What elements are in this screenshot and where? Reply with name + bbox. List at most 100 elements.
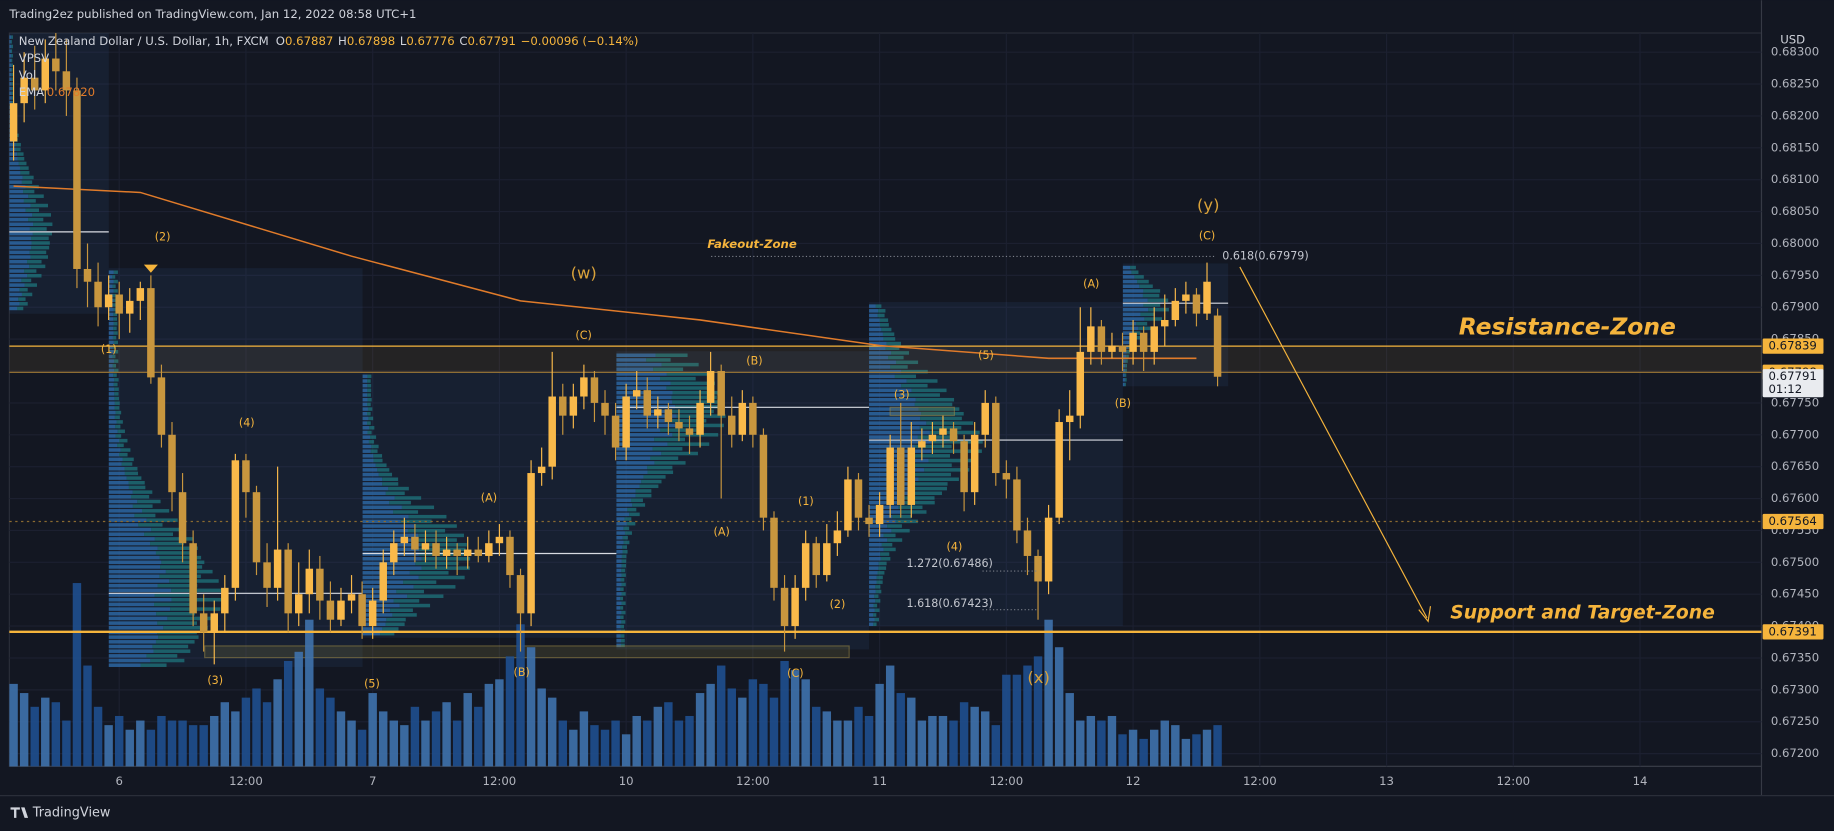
profile-bar: [616, 550, 623, 554]
profile-bar: [117, 429, 125, 434]
profile-bar: [114, 359, 119, 363]
volume-bar: [389, 720, 399, 767]
candle-body: [136, 288, 145, 301]
y-tick-label: 0.68150: [1771, 140, 1819, 154]
profile-bar: [616, 442, 668, 446]
volume-bar: [706, 683, 715, 767]
indicator-name: Vol: [19, 68, 37, 82]
candle-body: [30, 77, 39, 91]
candle-body: [675, 422, 683, 429]
box: [889, 406, 956, 417]
profile-bar: [408, 514, 447, 519]
profile-bar: [113, 326, 117, 331]
profile-bar: [159, 555, 202, 560]
profile-bar: [154, 537, 193, 541]
profile-bar: [108, 359, 115, 363]
volume-bar: [695, 693, 705, 767]
candle-body: [273, 549, 282, 588]
profile-bar: [882, 332, 895, 336]
change: −0.00096 (−0.14%): [521, 34, 639, 48]
volume-bar: [431, 711, 441, 767]
indicator-name: VPSV: [19, 51, 49, 65]
profile-bar: [22, 175, 34, 180]
profile-bar: [24, 283, 37, 287]
wave-label: (4): [239, 417, 255, 430]
volume-bar: [51, 702, 61, 767]
profile-bar: [620, 624, 625, 629]
profile-bar: [900, 510, 927, 514]
profile-bar: [108, 326, 114, 331]
volume-bar: [1086, 715, 1096, 767]
profile-bar: [370, 449, 378, 453]
profile-bar: [616, 559, 622, 563]
candle-body: [231, 460, 240, 588]
profile-bar: [128, 481, 145, 485]
profile-bar: [138, 523, 163, 527]
profile-bar: [620, 634, 625, 638]
pivot-marker: [143, 264, 158, 273]
profile-bar: [1122, 279, 1138, 284]
profile-bar: [108, 279, 114, 284]
profile-bar: [362, 454, 374, 458]
profile-bar: [877, 571, 885, 575]
profile-bar: [1122, 303, 1144, 307]
profile-bar: [635, 489, 652, 493]
profile-bar: [1122, 335, 1133, 340]
profile-bar: [869, 505, 899, 510]
profile-bar: [869, 393, 909, 397]
profile-bar: [1122, 382, 1125, 387]
profile-bar: [620, 606, 624, 610]
candle-body: [918, 441, 926, 448]
profile-bar: [9, 147, 16, 152]
profile-bar: [931, 440, 983, 444]
profile-bar: [9, 63, 12, 67]
profile-bar: [616, 409, 670, 414]
profile-bar: [880, 557, 891, 561]
volume-bar: [526, 647, 536, 767]
profile-bar: [9, 222, 34, 227]
candle-body: [559, 396, 567, 416]
profile-bar: [670, 381, 715, 386]
profile-bar: [1122, 359, 1126, 363]
profile-bar: [650, 456, 679, 460]
zone-title: Resistance-Zone: [1459, 312, 1676, 340]
profile-bar: [869, 547, 884, 552]
profile-bar: [875, 599, 881, 603]
profile-bar: [29, 250, 47, 255]
profile-bar: [616, 535, 623, 540]
profile-bar: [415, 561, 459, 566]
profile-bar: [362, 477, 383, 481]
candle-body: [812, 543, 820, 576]
profile-bar: [108, 415, 115, 420]
profile-bar: [163, 626, 208, 630]
candle-body: [263, 562, 271, 588]
volume-bar: [474, 706, 483, 767]
candle-body: [1023, 530, 1032, 556]
profile-bar: [620, 596, 624, 601]
volume-bar: [864, 715, 874, 767]
profile-bar: [623, 540, 630, 545]
volume-bar: [231, 711, 240, 767]
fib-label: 1.618(0.67423): [906, 597, 992, 610]
profile-bar: [367, 383, 372, 388]
wave-label: (5): [978, 349, 994, 362]
profile-bar: [108, 635, 159, 639]
volume-bar: [241, 697, 251, 767]
profile-bar: [27, 259, 42, 264]
profile-bar: [869, 407, 919, 411]
x-tick-label: 7: [369, 774, 376, 788]
profile-bar: [1139, 284, 1153, 289]
candle-body: [347, 594, 356, 601]
candle-body: [199, 613, 208, 633]
volume-bar: [949, 720, 958, 767]
profile-bar: [367, 397, 372, 402]
profile-bar: [157, 546, 198, 551]
profile-bar: [616, 376, 661, 381]
x-tick-label: 14: [1633, 774, 1648, 788]
profile-bar: [906, 379, 938, 383]
currency: USD: [1780, 33, 1805, 47]
arrow-head: [1418, 606, 1432, 623]
profile-bar: [869, 397, 916, 402]
profile-bar: [19, 288, 28, 292]
profile-bar: [666, 372, 709, 376]
